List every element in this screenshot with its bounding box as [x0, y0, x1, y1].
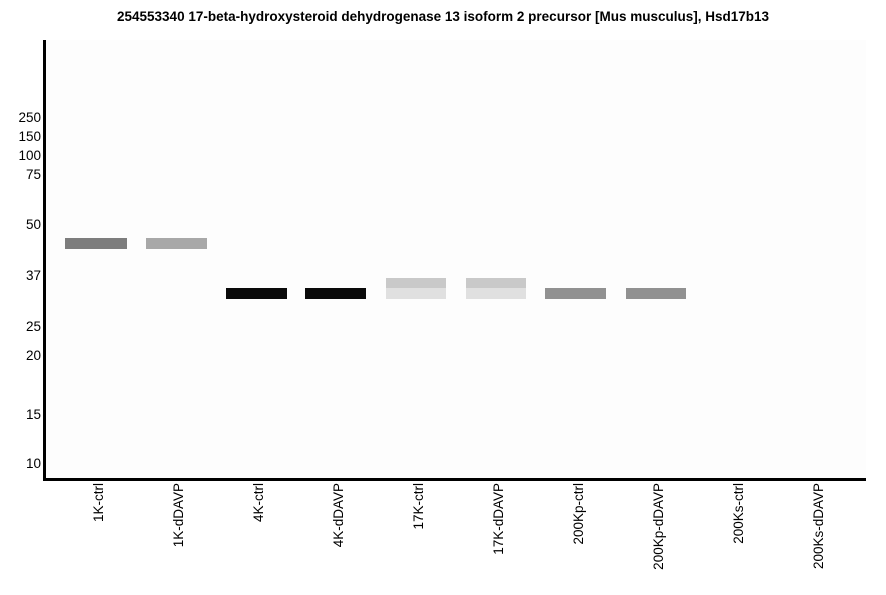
x-lane-label: 17K-dDAVP [491, 483, 506, 555]
gel-band [386, 288, 446, 299]
x-lane-label: 17K-ctrl [411, 483, 426, 530]
x-lane-label: 4K-dDAVP [331, 483, 346, 548]
y-tick-label: 15 [25, 407, 41, 422]
gel-band [466, 288, 526, 299]
y-tick-label: 150 [18, 129, 41, 144]
chart-title: 254553340 17-beta-hydroxysteroid dehydro… [117, 9, 769, 24]
x-lane-label: 1K-ctrl [91, 483, 106, 523]
gel-band [146, 238, 207, 249]
x-lane-label: 200Ks-ctrl [731, 483, 746, 544]
x-lane-label: 1K-dDAVP [171, 483, 186, 548]
x-lane-label: 4K-ctrl [251, 483, 266, 523]
x-axis-line [43, 478, 866, 481]
x-lane-label: 200Ks-dDAVP [811, 483, 826, 570]
y-axis-spine [43, 40, 46, 481]
gel-band [305, 288, 366, 299]
gel-band [65, 238, 127, 249]
x-lane-label: 200Kp-dDAVP [651, 483, 666, 570]
x-lane-label: 200Kp-ctrl [571, 483, 586, 545]
gel-band [466, 278, 526, 288]
y-tick-label: 25 [25, 319, 41, 334]
gel-band [626, 288, 686, 299]
gel-band [226, 288, 287, 299]
y-tick-label: 250 [18, 110, 41, 125]
plot-area [46, 40, 866, 478]
y-tick-label: 75 [25, 167, 41, 182]
y-tick-label: 37 [25, 268, 41, 283]
gel-band [545, 288, 606, 299]
y-tick-label: 50 [25, 217, 41, 232]
y-tick-label: 100 [18, 148, 41, 163]
y-tick-label: 20 [25, 348, 41, 363]
gel-band [386, 278, 446, 288]
y-tick-label: 10 [25, 456, 41, 471]
